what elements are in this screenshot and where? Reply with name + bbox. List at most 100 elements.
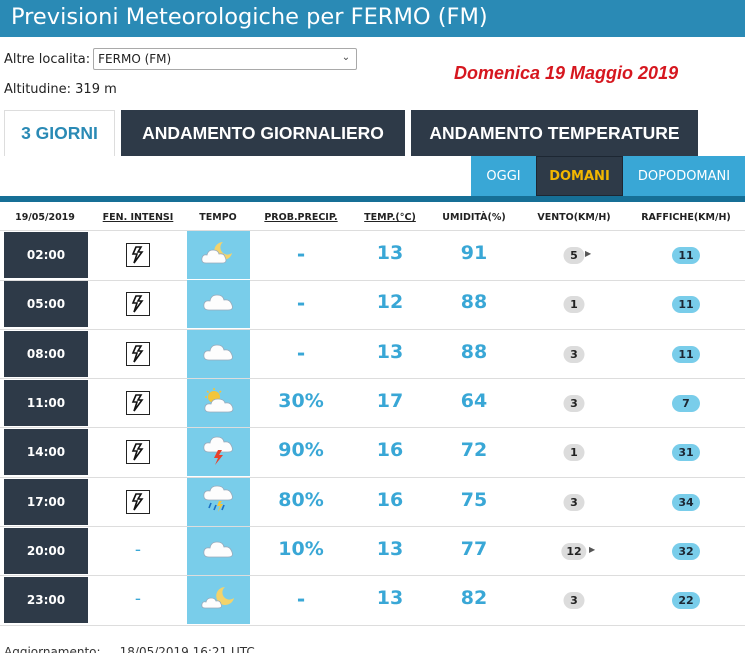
precip-value: 90% xyxy=(278,439,324,462)
wind-badge: 3 xyxy=(563,394,585,412)
header-divider xyxy=(0,230,745,231)
thunderstorm-icon xyxy=(202,435,236,469)
tab-3-giorni[interactable]: 3 GIORNI xyxy=(4,110,115,156)
forecast-date: Domenica 19 Maggio 2019 xyxy=(454,63,679,83)
sky-cell xyxy=(187,428,250,477)
time-cell: 11:00 xyxy=(4,379,88,426)
precip-value: 10% xyxy=(278,537,324,560)
update-footer: Aggiornamento: ... 18/05/2019 16:21 UTC xyxy=(4,645,255,653)
temperature-value: 13 xyxy=(376,242,404,264)
temperature-value: 13 xyxy=(376,587,404,610)
wind-direction-icon: ▶ xyxy=(589,544,596,554)
location-label: Altre localita: xyxy=(4,51,91,67)
gust-badge: 34 xyxy=(672,493,700,511)
lightning-warning-icon xyxy=(126,292,150,317)
wind-badge: 5 xyxy=(563,247,585,264)
lightning-warning-icon xyxy=(126,341,150,366)
gust-badge: 31 xyxy=(672,444,700,462)
subtab-dopodomani[interactable]: DOPODOMANI xyxy=(623,156,745,196)
no-warning-dash: - xyxy=(134,589,142,610)
page-title: Previsioni Meteorologiche per FERMO (FM) xyxy=(11,4,488,30)
gust-badge: 32 xyxy=(672,542,700,560)
humidity-value: 64 xyxy=(460,389,488,412)
location-select-value: FERMO (FM) xyxy=(98,52,172,66)
humidity-value: 75 xyxy=(460,488,488,511)
col-tempo-header: TEMPO xyxy=(199,212,237,223)
gust-badge: 11 xyxy=(672,247,700,264)
precip-value: - xyxy=(296,242,306,266)
sky-cell xyxy=(187,280,250,329)
clear-night-icon xyxy=(200,585,237,615)
sky-cell xyxy=(187,526,250,575)
subtab-domani[interactable]: DOMANI xyxy=(536,156,623,196)
table-top-stripe xyxy=(0,196,745,202)
humidity-value: 82 xyxy=(460,587,488,610)
lightning-warning-icon xyxy=(126,489,150,514)
wind-badge: 3 xyxy=(563,592,585,610)
row-divider xyxy=(0,378,745,380)
row-divider xyxy=(0,328,745,330)
altitude-text: Altitudine: 319 m xyxy=(4,82,117,97)
precip-value: - xyxy=(296,340,306,365)
col-temp-header: TEMP.(°C) xyxy=(364,212,416,223)
lightning-warning-icon xyxy=(126,440,150,465)
row-divider xyxy=(0,624,745,626)
humidity-value: 77 xyxy=(460,537,488,560)
wind-badge: 1 xyxy=(563,296,585,314)
subtab-oggi[interactable]: OGGI xyxy=(471,156,536,196)
humidity-value: 72 xyxy=(460,439,488,462)
time-cell: 17:00 xyxy=(4,478,88,525)
col-umidita-header: UMIDITÀ(%) xyxy=(442,212,506,223)
lightning-warning-icon xyxy=(126,390,150,415)
temperature-value: 17 xyxy=(376,389,404,412)
row-divider xyxy=(0,575,745,577)
tab-andamento-giornaliero[interactable]: ANDAMENTO GIORNALIERO xyxy=(121,110,405,156)
partly-cloudy-night-icon xyxy=(200,240,237,270)
sky-cell xyxy=(187,378,250,427)
chevron-down-icon: ⌄ xyxy=(341,52,351,63)
lightning-warning-icon xyxy=(126,243,150,267)
humidity-value: 91 xyxy=(460,242,488,264)
no-warning-dash: - xyxy=(134,539,142,560)
title-bar: Previsioni Meteorologiche per FERMO (FM) xyxy=(0,0,745,37)
location-select[interactable]: FERMO (FM) ⌄ xyxy=(93,48,358,70)
wind-badge: 3 xyxy=(563,493,585,511)
col-date-header: 19/05/2019 xyxy=(15,212,75,223)
time-cell: 14:00 xyxy=(4,429,88,476)
gust-badge: 11 xyxy=(672,296,700,314)
time-cell: 20:00 xyxy=(4,527,88,574)
col-raffiche-header: RAFFICHE(KM/H) xyxy=(641,212,731,223)
sky-cell xyxy=(187,576,250,625)
row-divider xyxy=(0,526,745,527)
row-divider xyxy=(0,476,745,478)
cloud-icon xyxy=(202,341,236,367)
location-row: Altre localita: FERMO (FM) ⌄ xyxy=(4,48,358,70)
humidity-value: 88 xyxy=(460,340,488,363)
rain-storm-icon xyxy=(202,485,236,519)
precip-value: - xyxy=(296,587,306,612)
gust-badge: 22 xyxy=(672,592,700,610)
row-divider xyxy=(0,279,745,281)
col-fen-intensi-header: FEN. INTENSI xyxy=(102,212,174,223)
humidity-value: 88 xyxy=(460,291,488,314)
tab-andamento-temperature[interactable]: ANDAMENTO TEMPERATURE xyxy=(411,110,698,156)
gust-badge: 7 xyxy=(672,394,700,412)
wind-badge: 12 xyxy=(561,542,587,560)
precip-value: 30% xyxy=(278,389,324,412)
wind-badge: 1 xyxy=(563,444,585,462)
col-vento-header: VENTO(KM/H) xyxy=(537,212,611,223)
temperature-value: 16 xyxy=(376,488,404,511)
temperature-value: 12 xyxy=(376,291,404,314)
precip-value: - xyxy=(296,291,306,316)
wind-direction-icon: ▶ xyxy=(585,249,592,258)
temperature-value: 13 xyxy=(376,537,404,560)
partly-sunny-icon xyxy=(201,387,237,418)
time-cell: 02:00 xyxy=(4,232,88,278)
precip-value: 80% xyxy=(278,488,324,511)
wind-badge: 3 xyxy=(563,345,585,363)
cloud-icon xyxy=(202,291,236,317)
time-cell: 05:00 xyxy=(4,281,88,328)
temperature-value: 16 xyxy=(376,439,404,462)
sky-cell xyxy=(187,231,250,279)
row-divider xyxy=(0,427,745,429)
